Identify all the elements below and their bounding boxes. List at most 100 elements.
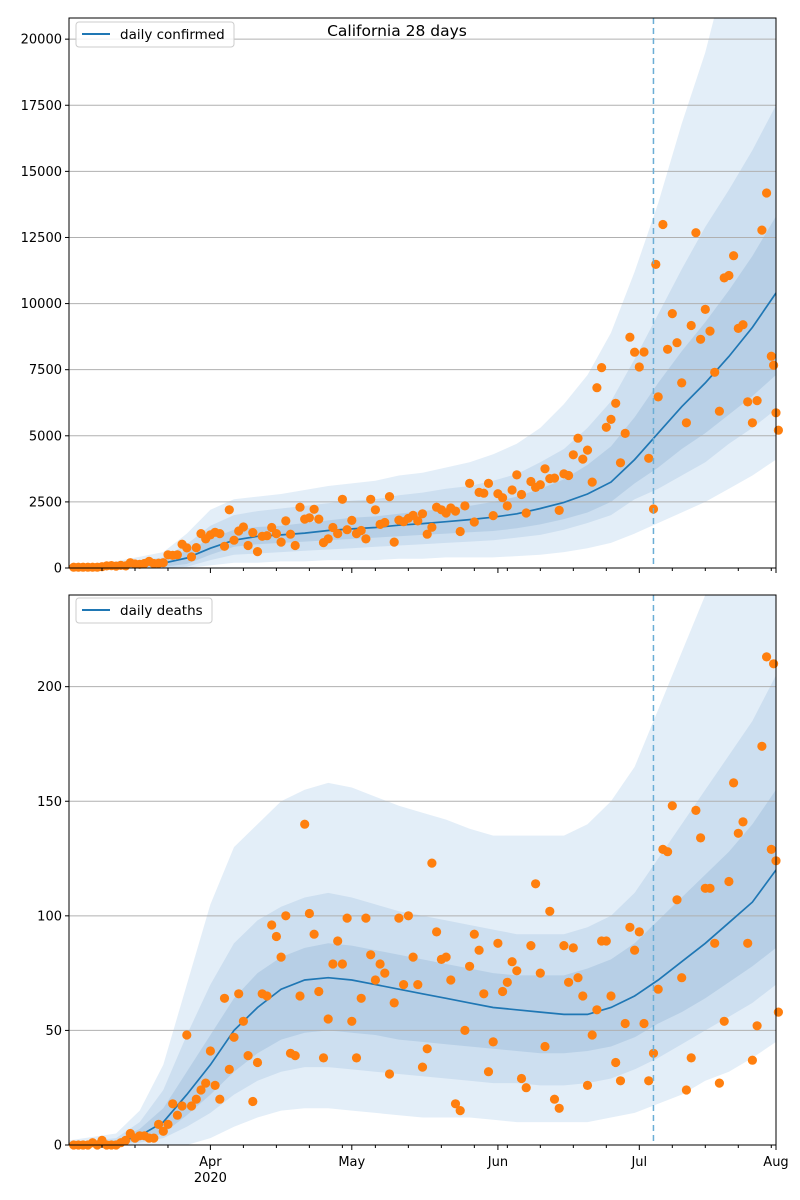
confirmed-point bbox=[620, 428, 630, 438]
confirmed-point bbox=[248, 528, 258, 538]
confirmed-point bbox=[773, 425, 784, 435]
deaths-point bbox=[724, 876, 734, 887]
confirmed-point bbox=[573, 433, 583, 443]
confirmed-point bbox=[276, 537, 286, 547]
confirmed-ytick-label: 17500 bbox=[21, 99, 62, 114]
deaths-point bbox=[252, 1057, 263, 1068]
confirmed-point bbox=[314, 514, 324, 524]
deaths-point bbox=[729, 778, 739, 788]
confirmed-point bbox=[281, 516, 291, 526]
deaths-point bbox=[615, 1076, 626, 1086]
deaths-point bbox=[295, 991, 305, 1001]
confirmed-point bbox=[252, 547, 263, 557]
confirmed-point bbox=[568, 450, 578, 460]
confirmed-point bbox=[535, 480, 545, 490]
deaths-point bbox=[158, 1126, 168, 1136]
deaths-point bbox=[163, 1119, 173, 1129]
deaths-point bbox=[606, 991, 616, 1001]
deaths-point bbox=[559, 941, 569, 951]
confirmed-point bbox=[766, 351, 776, 361]
confirmed-point bbox=[342, 525, 352, 535]
deaths-point bbox=[769, 659, 779, 669]
deaths-point bbox=[696, 833, 706, 843]
confirmed-point bbox=[582, 445, 593, 455]
deaths-point bbox=[483, 1067, 494, 1077]
confirmed-point bbox=[769, 360, 779, 370]
deaths-point bbox=[469, 929, 479, 939]
confirmed-point bbox=[361, 534, 371, 544]
deaths-point bbox=[121, 1135, 131, 1145]
deaths-point bbox=[205, 1046, 215, 1056]
deaths-point bbox=[441, 952, 451, 962]
deaths-point bbox=[375, 959, 385, 969]
confirmed-point bbox=[757, 225, 767, 235]
confirmed-point bbox=[611, 398, 621, 408]
deaths-point bbox=[399, 980, 409, 990]
deaths-point bbox=[498, 986, 508, 997]
deaths-point bbox=[380, 968, 390, 978]
confirmed-point bbox=[488, 510, 498, 521]
deaths-point bbox=[248, 1096, 258, 1107]
deaths-point bbox=[686, 1053, 696, 1063]
confirmed-point bbox=[639, 347, 649, 357]
deaths-point bbox=[564, 977, 574, 987]
confirmed-band-inner bbox=[69, 216, 776, 568]
confirmed-point bbox=[469, 517, 479, 527]
deaths-point bbox=[215, 1094, 225, 1104]
deaths-point bbox=[304, 908, 314, 919]
confirmed-point bbox=[309, 504, 319, 514]
deaths-point bbox=[493, 938, 503, 948]
deaths-point bbox=[752, 1021, 762, 1031]
deaths-point bbox=[276, 952, 286, 962]
deaths-point bbox=[267, 920, 277, 930]
deaths-point bbox=[413, 980, 423, 990]
deaths-point bbox=[663, 847, 673, 857]
deaths-ytick-label: 100 bbox=[37, 909, 62, 924]
deaths-point bbox=[620, 1018, 630, 1029]
deaths-point bbox=[290, 1051, 300, 1061]
confirmed-point bbox=[516, 489, 527, 500]
confirmed-point bbox=[337, 494, 347, 504]
deaths-point bbox=[507, 957, 517, 967]
deaths-point bbox=[314, 986, 324, 997]
deaths-point bbox=[630, 945, 640, 955]
confirmed-point bbox=[191, 543, 201, 553]
deaths-panel: 0 50 100 150 200 Apr May Jun Jul Aug 2020 daily d… bbox=[37, 594, 789, 1186]
deaths-point bbox=[592, 1005, 602, 1015]
confirmed-ytick-label: 20000 bbox=[21, 33, 62, 48]
confirmed-point bbox=[333, 529, 343, 539]
confirmed-point bbox=[262, 531, 272, 541]
confirmed-point bbox=[663, 344, 673, 354]
deaths-point bbox=[601, 936, 611, 946]
confirmed-point bbox=[601, 422, 611, 432]
deaths-point bbox=[672, 895, 682, 905]
deaths-point bbox=[238, 1016, 248, 1026]
deaths-point bbox=[356, 993, 366, 1003]
confirmed-point bbox=[658, 219, 668, 230]
deaths-point bbox=[342, 913, 352, 923]
confirmed-point bbox=[158, 558, 168, 568]
confirmed-point bbox=[413, 516, 423, 526]
deaths-point bbox=[681, 1085, 692, 1095]
deaths-point bbox=[738, 817, 748, 827]
confirmed-panel: 0 2500 5000 7500 10000 12500 15000 17500 20000 d… bbox=[21, 17, 784, 577]
deaths-xtick-year-label: 2020 bbox=[194, 1171, 227, 1186]
deaths-point bbox=[639, 1018, 649, 1029]
deaths-point bbox=[773, 1007, 784, 1017]
deaths-point bbox=[465, 961, 475, 971]
deaths-xtick-label: Aug bbox=[763, 1155, 788, 1170]
confirmed-point bbox=[186, 552, 197, 562]
deaths-point bbox=[450, 1099, 461, 1109]
deaths-point bbox=[714, 1078, 725, 1088]
confirmed-point bbox=[384, 492, 395, 502]
deaths-ytick-label: 50 bbox=[45, 1024, 62, 1039]
deaths-y-axis: 0 50 100 150 200 bbox=[37, 680, 69, 1154]
deaths-point bbox=[201, 1078, 211, 1088]
deaths-point bbox=[460, 1025, 470, 1035]
deaths-point bbox=[337, 959, 347, 969]
deaths-point bbox=[389, 998, 399, 1008]
confirmed-point bbox=[724, 270, 734, 281]
deaths-point bbox=[733, 828, 743, 838]
confirmed-point bbox=[564, 470, 574, 481]
